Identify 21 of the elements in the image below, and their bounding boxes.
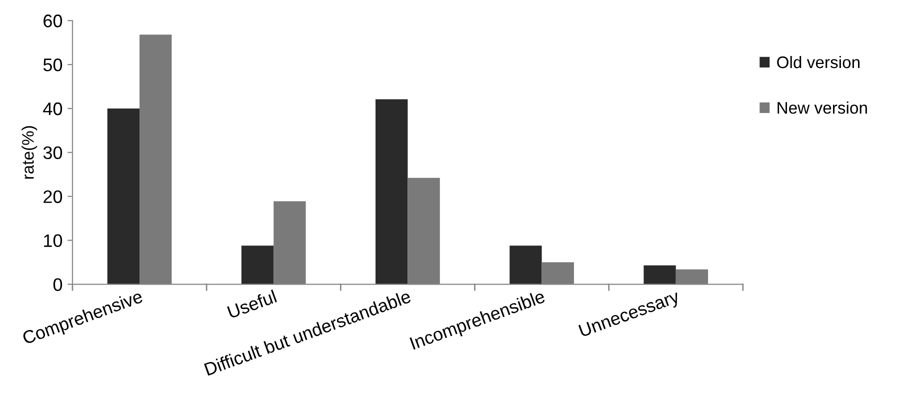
y-tick-label: 60 bbox=[44, 14, 62, 28]
bar bbox=[510, 246, 542, 284]
legend-label: New version bbox=[778, 102, 867, 114]
y-tick-label: 30 bbox=[43, 146, 62, 160]
y-axis-title: rate(%) bbox=[22, 126, 38, 179]
bar bbox=[644, 265, 676, 284]
bar bbox=[107, 108, 140, 284]
bar bbox=[408, 178, 440, 284]
bar bbox=[676, 269, 708, 284]
legend-label: Old version bbox=[777, 56, 860, 68]
y-tick-label: 50 bbox=[43, 58, 62, 72]
bar bbox=[542, 262, 574, 284]
bar bbox=[140, 34, 172, 284]
x-tick-label: Useful bbox=[226, 290, 278, 319]
bar bbox=[274, 201, 306, 284]
y-tick-label: 0 bbox=[53, 278, 62, 291]
y-tick-label: 40 bbox=[43, 102, 62, 116]
bar bbox=[376, 99, 408, 284]
y-tick-label: 10 bbox=[44, 234, 62, 248]
y-tick-label: 20 bbox=[44, 190, 62, 204]
bar bbox=[241, 246, 274, 284]
